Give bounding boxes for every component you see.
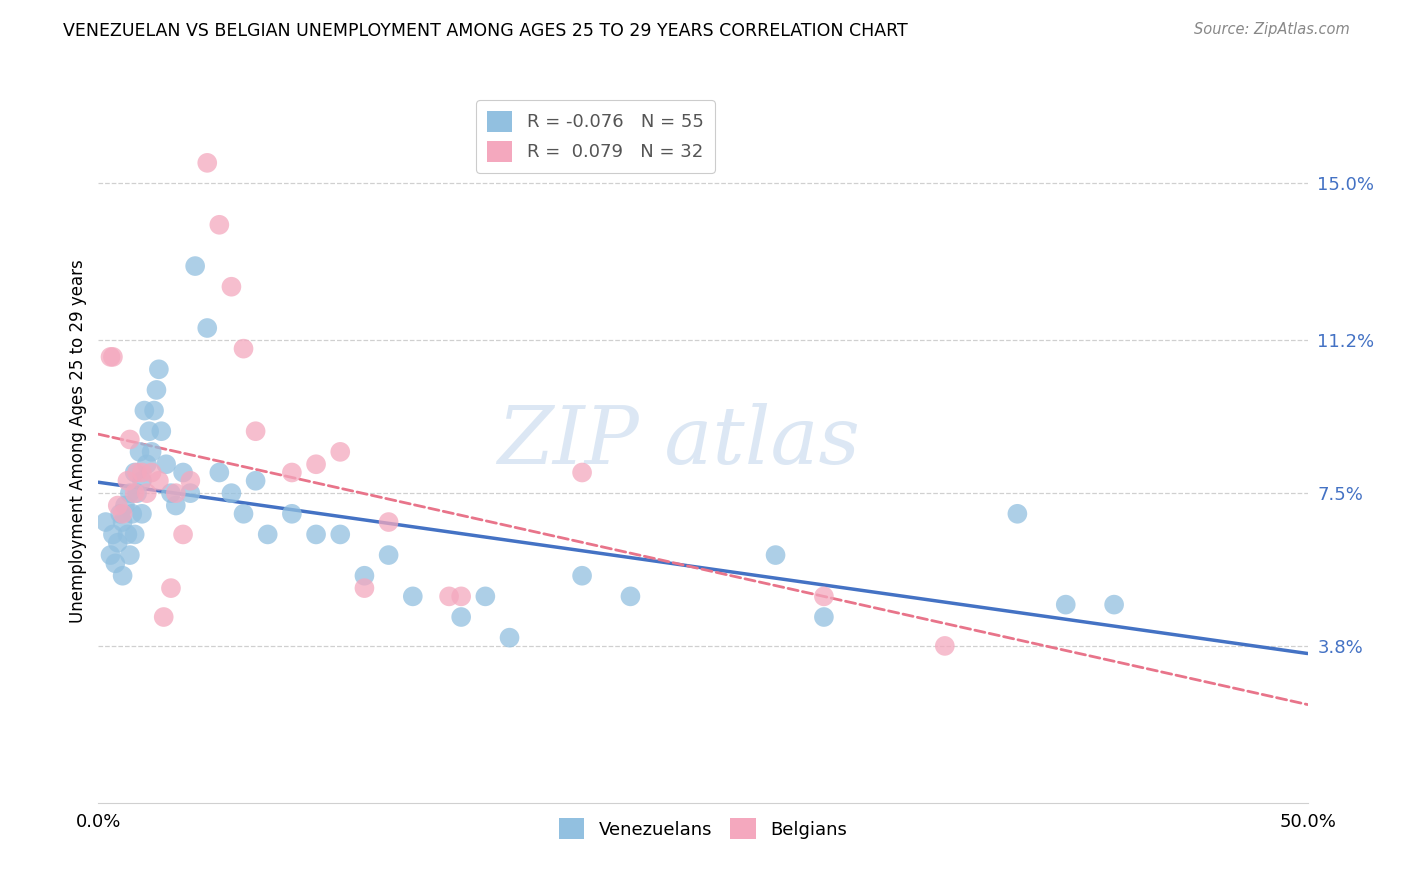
Point xyxy=(377,548,399,562)
Point xyxy=(152,610,174,624)
Point xyxy=(305,527,328,541)
Point xyxy=(160,581,183,595)
Point xyxy=(100,548,122,562)
Point xyxy=(437,590,460,604)
Point xyxy=(124,527,146,541)
Point xyxy=(329,527,352,541)
Point xyxy=(135,486,157,500)
Point xyxy=(172,527,194,541)
Point xyxy=(450,590,472,604)
Point xyxy=(117,474,139,488)
Point xyxy=(104,557,127,571)
Point xyxy=(934,639,956,653)
Point xyxy=(141,466,163,480)
Point xyxy=(117,527,139,541)
Point xyxy=(305,457,328,471)
Point xyxy=(107,499,129,513)
Point xyxy=(135,457,157,471)
Point xyxy=(179,486,201,500)
Point xyxy=(329,445,352,459)
Point xyxy=(1007,507,1029,521)
Point xyxy=(184,259,207,273)
Point xyxy=(118,548,141,562)
Point xyxy=(127,486,149,500)
Point xyxy=(111,507,134,521)
Point xyxy=(208,218,231,232)
Point xyxy=(232,507,254,521)
Point xyxy=(150,424,173,438)
Point xyxy=(131,474,153,488)
Point xyxy=(118,433,141,447)
Point xyxy=(221,279,243,293)
Text: VENEZUELAN VS BELGIAN UNEMPLOYMENT AMONG AGES 25 TO 29 YEARS CORRELATION CHART: VENEZUELAN VS BELGIAN UNEMPLOYMENT AMONG… xyxy=(63,22,908,40)
Point xyxy=(131,466,153,480)
Text: ZIP atlas: ZIP atlas xyxy=(498,403,860,480)
Y-axis label: Unemployment Among Ages 25 to 29 years: Unemployment Among Ages 25 to 29 years xyxy=(69,260,87,624)
Point xyxy=(124,466,146,480)
Point xyxy=(232,342,254,356)
Point xyxy=(245,424,267,438)
Point xyxy=(571,466,593,480)
Point xyxy=(100,350,122,364)
Point xyxy=(148,474,170,488)
Text: Source: ZipAtlas.com: Source: ZipAtlas.com xyxy=(1194,22,1350,37)
Point xyxy=(474,590,496,604)
Point xyxy=(281,466,304,480)
Point xyxy=(195,156,218,170)
Point xyxy=(1102,598,1125,612)
Point xyxy=(114,499,136,513)
Point xyxy=(118,486,141,500)
Point xyxy=(813,590,835,604)
Point xyxy=(131,507,153,521)
Point xyxy=(221,486,243,500)
Point xyxy=(124,486,146,500)
Point xyxy=(128,445,150,459)
Point xyxy=(127,466,149,480)
Point xyxy=(377,515,399,529)
Point xyxy=(121,507,143,521)
Point xyxy=(172,466,194,480)
Point xyxy=(179,474,201,488)
Point xyxy=(281,507,304,521)
Point xyxy=(619,590,641,604)
Point xyxy=(1054,598,1077,612)
Point xyxy=(353,581,375,595)
Point xyxy=(101,527,124,541)
Point xyxy=(450,610,472,624)
Point xyxy=(195,321,218,335)
Point xyxy=(134,403,156,417)
Point xyxy=(160,486,183,500)
Point xyxy=(145,383,167,397)
Point xyxy=(353,568,375,582)
Point xyxy=(141,445,163,459)
Point xyxy=(256,527,278,541)
Point xyxy=(208,466,231,480)
Point xyxy=(143,403,166,417)
Point xyxy=(155,457,177,471)
Point xyxy=(498,631,520,645)
Point xyxy=(165,499,187,513)
Point xyxy=(107,535,129,549)
Legend: Venezuelans, Belgians: Venezuelans, Belgians xyxy=(550,809,856,848)
Point xyxy=(402,590,425,604)
Point xyxy=(94,515,117,529)
Point xyxy=(111,515,134,529)
Point xyxy=(813,610,835,624)
Point xyxy=(138,424,160,438)
Point xyxy=(765,548,787,562)
Point xyxy=(101,350,124,364)
Point xyxy=(165,486,187,500)
Point xyxy=(245,474,267,488)
Point xyxy=(148,362,170,376)
Point xyxy=(571,568,593,582)
Point xyxy=(108,507,131,521)
Point xyxy=(111,568,134,582)
